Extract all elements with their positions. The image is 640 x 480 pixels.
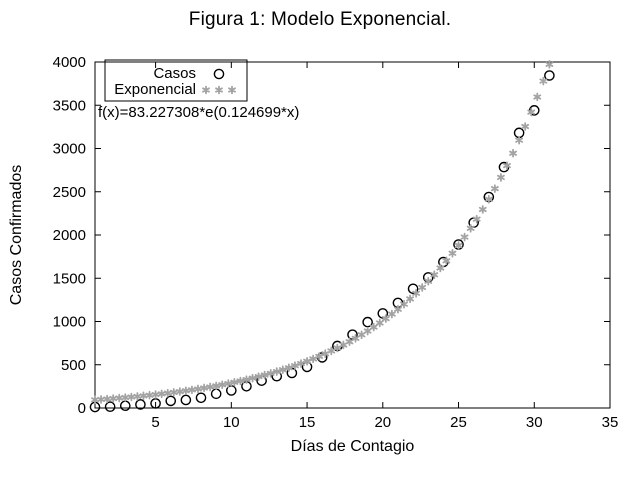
x-tick-label: 5 <box>151 414 159 431</box>
x-tick-label: 25 <box>450 414 467 431</box>
casos-point <box>286 367 298 379</box>
casos-point <box>104 401 116 413</box>
casos-point <box>362 316 373 328</box>
legend-marker-exponencial <box>202 85 236 95</box>
x-tick-label: 15 <box>299 414 316 431</box>
y-tick-label: 1000 <box>53 314 86 331</box>
y-tick-label: 1500 <box>53 270 86 287</box>
y-tick-label: 2500 <box>53 184 86 201</box>
y-tick-label: 3500 <box>53 97 86 114</box>
casos-point <box>135 399 146 410</box>
casos-point <box>407 283 419 295</box>
chart-title: Figura 1: Modelo Exponencial. <box>188 9 452 30</box>
x-tick-label: 20 <box>374 414 391 431</box>
casos-point <box>195 392 207 404</box>
y-tick-label: 0 <box>78 400 86 417</box>
fit-equation-annotation: f(x)=83.227308*e(0.124699*x) <box>98 104 300 121</box>
exponencial-points <box>91 60 554 405</box>
casos-point <box>544 70 555 81</box>
legend-box <box>104 59 248 102</box>
y-axis-label: Casos Confirmados <box>8 164 25 306</box>
casos-point <box>210 388 222 400</box>
legend-label-casos: Casos <box>153 65 196 82</box>
x-tick-label: 30 <box>526 414 543 431</box>
legend-label-exponencial: Exponencial <box>114 81 196 98</box>
casos-point <box>377 308 389 319</box>
x-tick-label: 35 <box>602 414 619 431</box>
y-tick-label: 500 <box>61 357 86 374</box>
x-axis-label: Días de Contagio <box>290 438 415 455</box>
y-tick-label: 4000 <box>53 54 86 71</box>
x-tick-label: 10 <box>223 414 240 431</box>
y-tick-label: 3000 <box>53 141 86 158</box>
casos-point <box>119 400 131 412</box>
y-tick-label: 2000 <box>53 227 86 244</box>
casos-point <box>165 395 177 407</box>
casos-point <box>180 394 192 406</box>
legend-marker-casos <box>213 68 225 80</box>
